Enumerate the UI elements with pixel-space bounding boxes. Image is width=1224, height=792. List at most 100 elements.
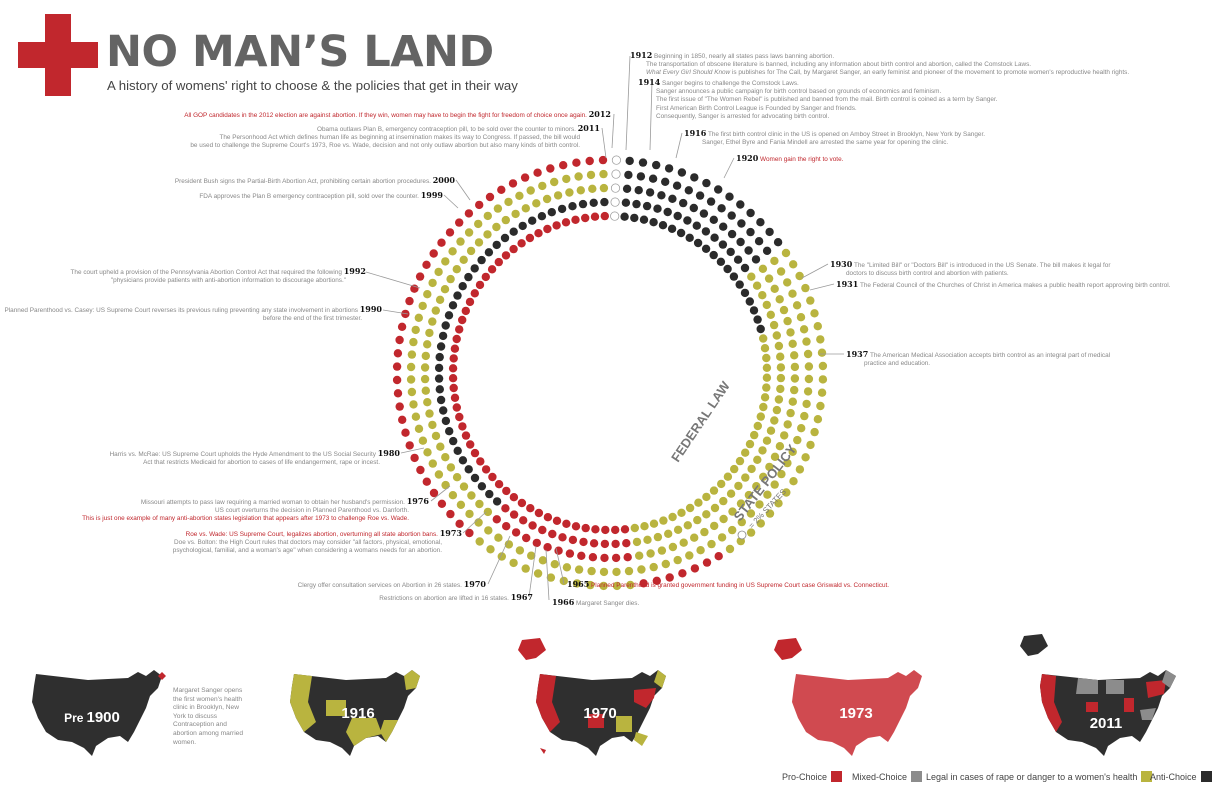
ring-dot	[464, 465, 473, 474]
ring-dot	[420, 363, 430, 372]
ring-dot	[664, 164, 674, 173]
ring-dot	[665, 573, 674, 582]
ring-dot	[550, 560, 559, 569]
ring-dot	[470, 289, 479, 298]
ring-dot	[591, 525, 600, 534]
ring-dot	[418, 301, 427, 311]
ring-dot	[747, 464, 756, 474]
ring-dot	[450, 393, 460, 402]
ring-dot	[759, 472, 768, 481]
ring-dot	[494, 480, 504, 489]
ring-dot	[590, 212, 600, 221]
ring-dot	[657, 546, 667, 555]
ring-dot	[683, 216, 692, 225]
ring-dot	[760, 393, 770, 402]
ring-dot	[548, 529, 557, 539]
ring-dot	[455, 325, 464, 334]
leader-line	[487, 535, 511, 585]
ring-dot	[751, 255, 761, 264]
ring-dot	[488, 472, 497, 482]
ring-dot	[494, 533, 503, 542]
ring-dot	[599, 183, 609, 193]
ring-dot	[407, 350, 417, 359]
ring-dot	[737, 219, 746, 228]
ring-dot	[571, 215, 580, 224]
event-1973: Roe vs. Wade: US Supreme Court, legalize…	[172, 528, 462, 555]
ring-dot	[445, 427, 454, 436]
ring-dot	[610, 183, 621, 193]
ring-dot	[673, 211, 682, 221]
map-label-pre-1900: Pre 1900	[64, 709, 120, 726]
ring-dot	[725, 544, 735, 554]
ring-dot	[637, 565, 646, 574]
ring-dot	[423, 398, 432, 407]
ring-dot	[458, 282, 467, 291]
ring-dot	[475, 499, 484, 509]
ring-dot	[581, 523, 590, 533]
ring-dot	[741, 473, 750, 482]
ring-dot	[622, 184, 632, 193]
ring-dot	[800, 411, 809, 421]
ring-dot	[770, 480, 779, 489]
ring-dot	[776, 384, 785, 394]
ring-dot	[661, 177, 670, 186]
ring-dot	[521, 204, 530, 213]
ring-dot	[483, 230, 492, 239]
ring-dot	[441, 453, 450, 462]
ring-dot	[511, 528, 521, 537]
ring-dot	[726, 247, 735, 257]
ring-dot	[772, 331, 781, 340]
ring-dot	[668, 512, 677, 522]
ring-dot	[813, 415, 823, 424]
ring-dot	[737, 517, 746, 527]
ring-dot	[558, 533, 567, 542]
leader-line	[675, 132, 683, 159]
ring-dot	[728, 507, 737, 516]
ring-dot	[588, 184, 597, 193]
ring-dot	[638, 158, 648, 167]
legend-anti-choice: Anti-Choice	[1150, 771, 1212, 782]
map-2011: 2011	[1020, 634, 1176, 756]
ring-dot	[589, 198, 598, 207]
ring-dot	[777, 469, 786, 479]
ring-dot	[532, 199, 541, 208]
ring-dot	[448, 247, 457, 256]
map-label-1970: 1970	[583, 705, 616, 722]
ring-dot	[754, 237, 764, 246]
ring-dot	[802, 337, 811, 346]
ring-dot	[435, 295, 445, 304]
ring-dot	[636, 172, 646, 181]
state-key-dot	[737, 530, 747, 540]
ring-dot	[714, 185, 723, 194]
ring-dot	[745, 297, 754, 306]
ring-dot	[663, 207, 672, 217]
ring-dot	[393, 389, 403, 398]
ring-dot	[452, 334, 461, 344]
ring-dot	[788, 397, 797, 406]
federal-law-label: FEDERAL LAW	[668, 378, 733, 465]
ring-dot	[509, 558, 518, 568]
ring-dot	[455, 412, 464, 422]
event-1970: Clergy offer consultation services on Ab…	[297, 579, 486, 589]
leader-line	[809, 283, 835, 291]
ring-dot	[790, 385, 799, 395]
ring-dot	[572, 579, 582, 588]
ring-dot	[685, 503, 695, 513]
ring-dot	[485, 489, 494, 499]
ring-dot	[492, 515, 501, 524]
ring-dot	[611, 539, 620, 549]
ring-dot	[410, 453, 419, 463]
ring-dot	[562, 563, 572, 572]
ring-dot	[528, 216, 537, 225]
ring-dot	[623, 553, 632, 562]
ring-dot	[435, 385, 444, 394]
ring-dot	[806, 296, 815, 305]
ring-dot	[458, 422, 467, 431]
ring-dot	[728, 525, 737, 535]
ring-dot	[546, 573, 556, 582]
ring-dot	[741, 448, 750, 457]
ring-dot	[762, 246, 772, 255]
event-1992: The court upheld a provision of the Penn…	[70, 266, 366, 285]
ring-dot	[439, 406, 448, 415]
ring-dot	[401, 428, 410, 437]
